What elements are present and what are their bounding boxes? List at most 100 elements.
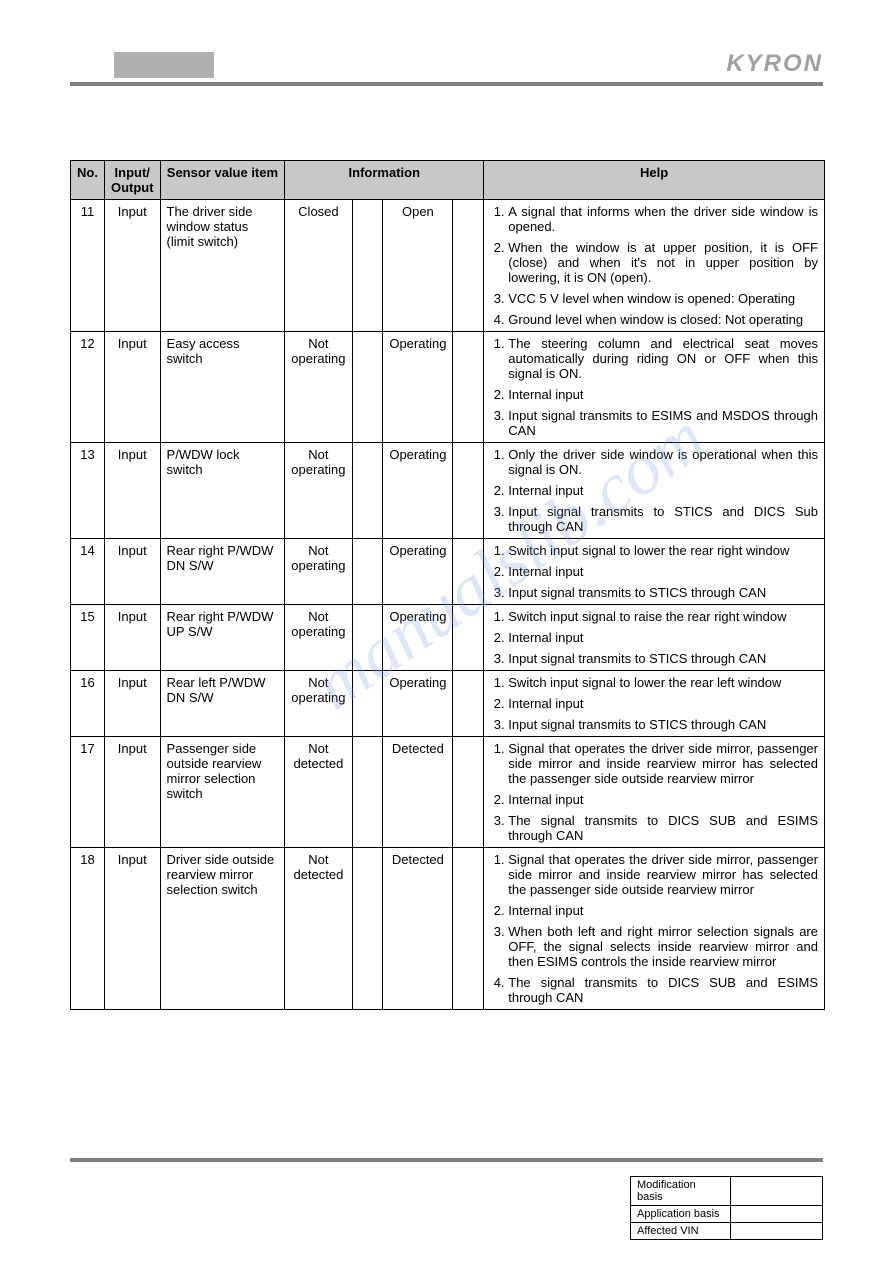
- cell-info2: [352, 605, 383, 671]
- help-item: Input signal transmits to STICS and DICS…: [508, 504, 818, 534]
- footer-rule: [70, 1158, 823, 1162]
- footer-mod-basis-value: [731, 1177, 823, 1206]
- page-header: KYRON: [70, 48, 823, 86]
- cell-info4: [453, 671, 484, 737]
- cell-info1: Not operating: [285, 443, 352, 539]
- cell-sensor: P/WDW lock switch: [160, 443, 285, 539]
- cell-info1: Closed: [285, 200, 352, 332]
- tab-placeholder: [114, 52, 214, 78]
- cell-info3: Open: [383, 200, 453, 332]
- cell-sensor: Rear right P/WDW DN S/W: [160, 539, 285, 605]
- footer-table: Modification basis Application basis Aff…: [630, 1176, 823, 1240]
- header-sensor: Sensor value item: [160, 161, 285, 200]
- cell-info1: Not detected: [285, 848, 352, 1010]
- footer-app-basis-value: [731, 1206, 823, 1223]
- cell-sensor: Rear right P/WDW UP S/W: [160, 605, 285, 671]
- table-row: 16InputRear left P/WDW DN S/WNot operati…: [71, 671, 825, 737]
- footer-mod-basis-label: Modification basis: [631, 1177, 731, 1206]
- cell-no: 13: [71, 443, 105, 539]
- help-item: Input signal transmits to STICS through …: [508, 651, 818, 666]
- cell-info3: Detected: [383, 737, 453, 848]
- help-item: VCC 5 V level when window is opened: Ope…: [508, 291, 818, 306]
- help-list: Only the driver side window is operation…: [490, 447, 818, 534]
- cell-sensor: Passenger side outside rearview mirror s…: [160, 737, 285, 848]
- footer-vin-label: Affected VIN: [631, 1223, 731, 1240]
- help-item: Input signal transmits to STICS through …: [508, 585, 818, 600]
- help-list: Switch input signal to lower the rear le…: [490, 675, 818, 732]
- footer-row: Application basis: [631, 1206, 823, 1223]
- cell-io: Input: [104, 332, 160, 443]
- help-item: The steering column and electrical seat …: [508, 336, 818, 381]
- header-row: No. Input/ Output Sensor value item Info…: [71, 161, 825, 200]
- cell-io: Input: [104, 539, 160, 605]
- table-body: 11InputThe driver side window status (li…: [71, 200, 825, 1010]
- cell-info4: [453, 200, 484, 332]
- cell-sensor: The driver side window status (limit swi…: [160, 200, 285, 332]
- help-list: The steering column and electrical seat …: [490, 336, 818, 438]
- sensor-table: No. Input/ Output Sensor value item Info…: [70, 160, 825, 1010]
- cell-info2: [352, 200, 383, 332]
- help-item: Input signal transmits to ESIMS and MSDO…: [508, 408, 818, 438]
- cell-io: Input: [104, 200, 160, 332]
- help-item: Internal input: [508, 564, 818, 579]
- cell-no: 18: [71, 848, 105, 1010]
- cell-help: Switch input signal to lower the rear ri…: [484, 539, 825, 605]
- table-row: 13InputP/WDW lock switchNot operatingOpe…: [71, 443, 825, 539]
- cell-io: Input: [104, 671, 160, 737]
- table-row: 17InputPassenger side outside rearview m…: [71, 737, 825, 848]
- cell-info2: [352, 848, 383, 1010]
- help-item: When both left and right mirror selectio…: [508, 924, 818, 969]
- cell-no: 17: [71, 737, 105, 848]
- help-list: A signal that informs when the driver si…: [490, 204, 818, 327]
- footer-row: Modification basis: [631, 1177, 823, 1206]
- cell-info3: Detected: [383, 848, 453, 1010]
- header-io: Input/ Output: [104, 161, 160, 200]
- help-item: Internal input: [508, 387, 818, 402]
- table-row: 18InputDriver side outside rearview mirr…: [71, 848, 825, 1010]
- cell-info2: [352, 332, 383, 443]
- help-item: A signal that informs when the driver si…: [508, 204, 818, 234]
- help-item: Switch input signal to lower the rear ri…: [508, 543, 818, 558]
- header-no: No.: [71, 161, 105, 200]
- cell-sensor: Driver side outside rearview mirror sele…: [160, 848, 285, 1010]
- cell-info4: [453, 737, 484, 848]
- help-item: Ground level when window is closed: Not …: [508, 312, 818, 327]
- cell-help: Signal that operates the driver side mir…: [484, 737, 825, 848]
- cell-info2: [352, 737, 383, 848]
- help-item: Switch input signal to lower the rear le…: [508, 675, 818, 690]
- cell-no: 15: [71, 605, 105, 671]
- cell-info4: [453, 443, 484, 539]
- cell-help: The steering column and electrical seat …: [484, 332, 825, 443]
- cell-help: Signal that operates the driver side mir…: [484, 848, 825, 1010]
- help-item: The signal transmits to DICS SUB and ESI…: [508, 813, 818, 843]
- cell-help: Only the driver side window is operation…: [484, 443, 825, 539]
- help-list: Switch input signal to lower the rear ri…: [490, 543, 818, 600]
- cell-io: Input: [104, 737, 160, 848]
- cell-help: Switch input signal to raise the rear ri…: [484, 605, 825, 671]
- help-item: Internal input: [508, 903, 818, 918]
- cell-info3: Operating: [383, 605, 453, 671]
- cell-info2: [352, 539, 383, 605]
- cell-info3: Operating: [383, 671, 453, 737]
- cell-help: A signal that informs when the driver si…: [484, 200, 825, 332]
- cell-help: Switch input signal to lower the rear le…: [484, 671, 825, 737]
- help-item: Switch input signal to raise the rear ri…: [508, 609, 818, 624]
- cell-info4: [453, 605, 484, 671]
- help-item: Internal input: [508, 630, 818, 645]
- cell-info3: Operating: [383, 332, 453, 443]
- footer-vin-value: [731, 1223, 823, 1240]
- cell-info2: [352, 671, 383, 737]
- help-list: Signal that operates the driver side mir…: [490, 852, 818, 1005]
- table-row: 12InputEasy access switchNot operatingOp…: [71, 332, 825, 443]
- cell-io: Input: [104, 848, 160, 1010]
- help-list: Signal that operates the driver side mir…: [490, 741, 818, 843]
- header-info: Information: [285, 161, 484, 200]
- footer-app-basis-label: Application basis: [631, 1206, 731, 1223]
- table-row: 14InputRear right P/WDW DN S/WNot operat…: [71, 539, 825, 605]
- cell-no: 12: [71, 332, 105, 443]
- help-item: When the window is at upper position, it…: [508, 240, 818, 285]
- help-item: Signal that operates the driver side mir…: [508, 852, 818, 897]
- cell-no: 14: [71, 539, 105, 605]
- cell-info4: [453, 332, 484, 443]
- cell-no: 16: [71, 671, 105, 737]
